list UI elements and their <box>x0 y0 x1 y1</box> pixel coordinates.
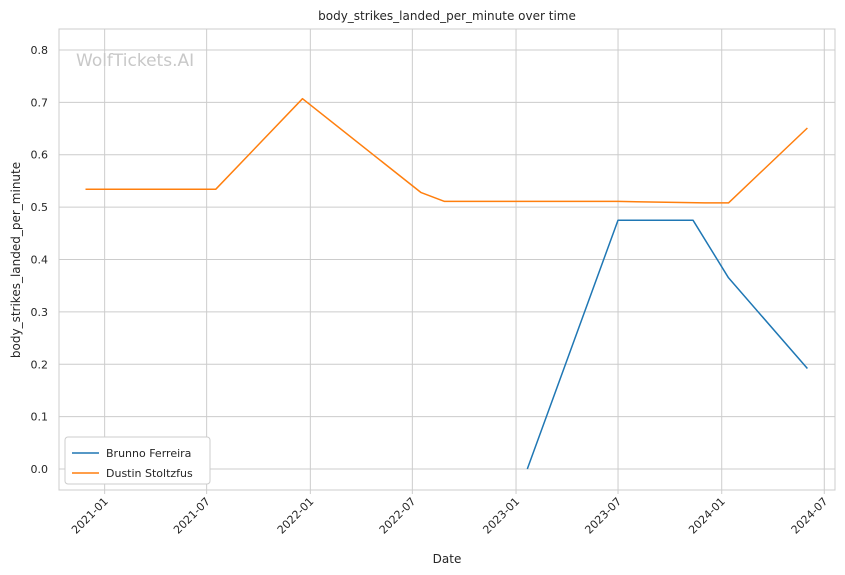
y-tick-label: 0.2 <box>31 358 49 371</box>
y-tick-label: 0.3 <box>31 306 49 319</box>
series-group <box>85 97 808 470</box>
watermark: WolfTickets.AI <box>76 51 194 71</box>
y-tick-label: 0.6 <box>31 149 49 162</box>
x-tick-label: 2022-07 <box>377 495 419 537</box>
y-axis-label: body_strikes_landed_per_minute <box>9 162 23 358</box>
y-tick-label: 0.8 <box>31 44 49 57</box>
x-axis-label: Date <box>433 552 462 566</box>
chart-title: body_strikes_landed_per_minute over time <box>318 9 576 23</box>
x-tick-label: 2024-01 <box>686 495 728 537</box>
legend: Brunno Ferreira Dustin Stoltzfus <box>64 436 211 485</box>
x-tick-label: 2023-01 <box>480 495 522 537</box>
series-line-brunno-ferreira <box>526 219 808 470</box>
legend-label-brunno-ferreira: Brunno Ferreira <box>106 447 191 460</box>
y-tick-label: 0.0 <box>31 463 49 476</box>
y-tick-label: 0.1 <box>31 411 49 424</box>
legend-label-dustin-stoltzfus: Dustin Stoltzfus <box>106 467 193 480</box>
x-tick-label: 2021-01 <box>69 495 111 537</box>
x-tick-label: 2024-07 <box>789 495 831 537</box>
y-tick-label: 0.4 <box>31 254 49 267</box>
y-tick-label: 0.7 <box>31 96 49 109</box>
legend-box <box>64 436 211 485</box>
x-tick-label: 2023-07 <box>582 495 624 537</box>
x-tick-label: 2021-07 <box>171 495 213 537</box>
y-tick-label: 0.5 <box>31 201 49 214</box>
series-line-dustin-stoltzfus <box>85 97 808 204</box>
x-tick-label: 2022-01 <box>275 495 317 537</box>
